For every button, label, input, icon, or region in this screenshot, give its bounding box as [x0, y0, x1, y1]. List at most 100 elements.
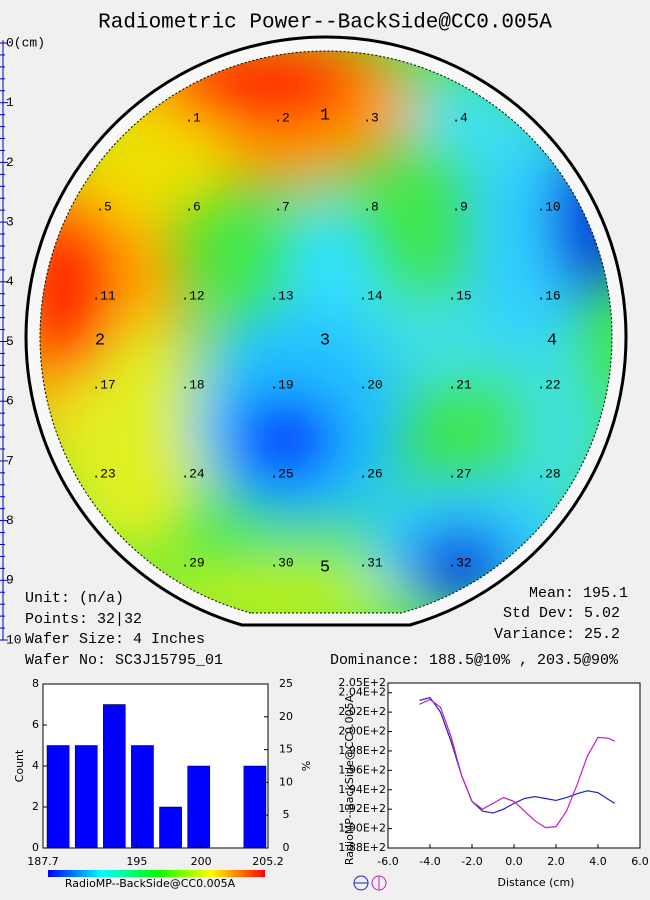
bar: [74, 745, 98, 849]
site-label: .28: [537, 466, 560, 481]
ruler-label: 7: [6, 453, 14, 468]
legend-icons: [353, 875, 387, 891]
y2-tick-label: 0: [283, 841, 290, 854]
y-tick-label: 6: [32, 718, 39, 731]
bar: [187, 765, 211, 849]
bar: [131, 745, 154, 849]
y-tick-label: 8: [32, 677, 39, 690]
y-axis-label: Count: [13, 749, 26, 782]
bar: [159, 806, 182, 849]
site-label: .18: [181, 377, 204, 392]
y-tick-label: 2.05E+2: [338, 676, 386, 689]
x-tick-label: 2.0: [547, 855, 565, 868]
x-tick-label: 200: [191, 855, 212, 868]
site-label: .24: [181, 466, 205, 481]
zone-label: 3: [320, 331, 330, 350]
y-tick-label: 1.92E+2: [338, 802, 386, 815]
color-bar: [48, 870, 265, 877]
ruler-label: 5: [6, 334, 14, 349]
y-tick-label: 1.88E+2: [338, 841, 386, 854]
stat-wafer-size: Wafer Size: 4 Inches: [25, 631, 205, 648]
x-tick-label: 4.0: [589, 855, 607, 868]
zone-label: 4: [547, 331, 557, 350]
x-axis-label: RadioMP--BackSide@CC0.005A: [65, 877, 236, 890]
site-label: .32: [448, 555, 471, 570]
site-label: .13: [270, 288, 293, 303]
site-label: .25: [270, 466, 293, 481]
y-tick-label: 2.02E+2: [338, 705, 386, 718]
ruler-label: 10: [6, 632, 22, 647]
y-tick-label: 2: [32, 800, 39, 813]
site-label: .20: [359, 377, 382, 392]
site-label: .27: [448, 466, 471, 481]
site-label: .31: [359, 555, 383, 570]
x-tick-label: 187.7: [27, 855, 59, 868]
y-tick-label: 1.90E+2: [338, 822, 386, 835]
stat-wafer-no: Wafer No: SC3J15795_01: [25, 652, 223, 669]
x-tick-label: 0.0: [505, 855, 523, 868]
ruler-label: 1: [6, 95, 14, 110]
ruler-label: 0(cm): [6, 35, 45, 50]
zone-label: 5: [320, 558, 330, 577]
site-label: .5: [96, 199, 112, 214]
y2-tick-label: 15: [279, 743, 293, 756]
y2-tick-label: 5: [283, 808, 290, 821]
y-tick-label: 1.98E+2: [338, 744, 386, 757]
y-axis-label: RadioMP--BackSide@CC0.005A: [343, 694, 356, 865]
ruler-label: 6: [6, 394, 14, 409]
site-label: .29: [181, 555, 204, 570]
x-axis-label: Distance (cm): [498, 876, 575, 889]
x-tick-label: -4.0: [419, 855, 440, 868]
bar: [103, 704, 126, 849]
site-label: .2: [274, 110, 290, 125]
y-tick-label: 2.04E+2: [338, 686, 386, 699]
site-label: .8: [363, 199, 379, 214]
stat-mean: Mean: 195.1: [529, 585, 628, 602]
site-label: .19: [270, 377, 293, 392]
stat-points: Points: 32|32: [25, 611, 142, 628]
ruler-label: 4: [6, 274, 14, 289]
y-tick-label: 2.00E+2: [338, 725, 386, 738]
site-label: .12: [181, 288, 204, 303]
site-label: .17: [92, 377, 115, 392]
ruler-label: 8: [6, 513, 14, 528]
site-label: .6: [185, 199, 201, 214]
x-tick-label: -2.0: [461, 855, 482, 868]
zone-label: 2: [95, 331, 105, 350]
stat-std-dev: Std Dev: 5.02: [503, 605, 620, 622]
title: Radiometric Power--BackSide@CC0.005A: [98, 12, 552, 35]
ruler-label: 2: [6, 155, 14, 170]
ruler-label: 9: [6, 573, 14, 588]
site-label: .16: [537, 288, 560, 303]
wafer-edge: [39, 50, 613, 614]
y-tick-label: 4: [32, 759, 39, 772]
y-tick-label: 1.96E+2: [338, 763, 386, 776]
series-line: [419, 698, 616, 829]
site-label: .23: [92, 466, 115, 481]
line-frame: [387, 682, 641, 849]
site-label: .15: [448, 288, 471, 303]
site-label: .3: [363, 110, 379, 125]
site-label: .4: [452, 110, 468, 125]
site-label: .14: [359, 288, 383, 303]
bar: [243, 765, 267, 849]
site-label: .30: [270, 555, 293, 570]
site-label: .1: [185, 110, 201, 125]
site-label: .22: [537, 377, 560, 392]
ruler-label: 3: [6, 215, 14, 230]
x-tick-label: 205.2: [252, 855, 284, 868]
x-tick-label: 195: [126, 855, 147, 868]
stat-dominance: Dominance: 188.5@10% , 203.5@90%: [330, 652, 619, 669]
series-line: [419, 696, 616, 814]
stat-unit: Unit: (n/a): [25, 590, 124, 607]
y2-axis-label: %: [299, 761, 312, 771]
x-tick-label: -6.0: [377, 855, 398, 868]
y2-tick-label: 20: [279, 710, 293, 723]
y2-tick-label: 10: [279, 775, 293, 788]
site-label: .9: [452, 199, 468, 214]
bar: [46, 745, 70, 849]
site-label: .21: [448, 377, 472, 392]
zone-label: 1: [320, 106, 330, 125]
